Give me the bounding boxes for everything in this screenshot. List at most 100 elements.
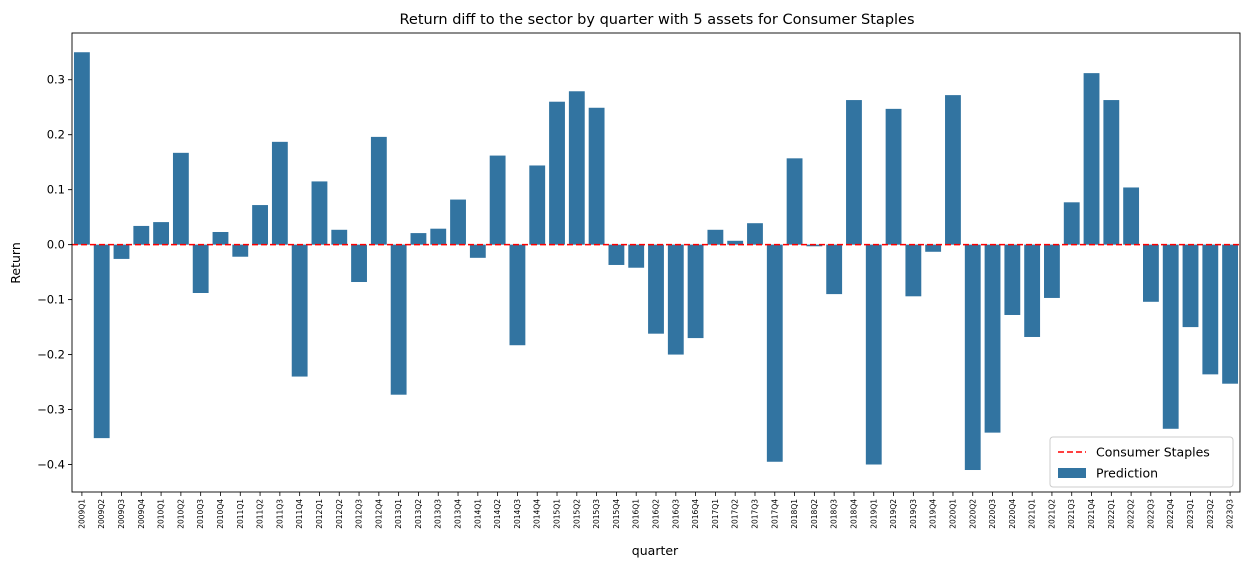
x-tick-label: 2014Q2 xyxy=(493,499,502,529)
x-tick-label: 2012Q4 xyxy=(374,499,383,529)
x-tick-label: 2019Q2 xyxy=(889,499,898,529)
bar-2013Q1 xyxy=(390,244,407,395)
x-tick-label: 2010Q1 xyxy=(157,499,166,529)
x-tick-label: 2023Q2 xyxy=(1206,499,1215,529)
bar-2022Q2 xyxy=(1123,187,1140,245)
bar-2018Q1 xyxy=(786,158,803,245)
x-tick-label: 2012Q1 xyxy=(315,499,324,529)
y-tick-label: 0.2 xyxy=(47,128,65,142)
bar-2019Q2 xyxy=(885,108,902,245)
x-tick-label: 2014Q1 xyxy=(473,499,482,529)
x-tick-label: 2009Q1 xyxy=(77,499,86,529)
x-tick-label: 2020Q2 xyxy=(968,499,977,529)
x-tick-label: 2018Q3 xyxy=(830,499,839,529)
x-tick-label: 2017Q4 xyxy=(770,499,779,529)
bar-2015Q2 xyxy=(568,91,585,245)
y-tick-label: −0.2 xyxy=(37,348,65,362)
bar-2023Q1 xyxy=(1182,244,1199,328)
bar-2012Q4 xyxy=(370,136,387,245)
x-tick-label: 2010Q3 xyxy=(196,499,205,529)
bar-2015Q3 xyxy=(588,107,605,245)
x-tick-label: 2015Q4 xyxy=(612,499,621,529)
x-tick-label: 2015Q1 xyxy=(553,499,562,529)
y-tick-label: −0.3 xyxy=(37,403,65,417)
bar-2009Q4 xyxy=(133,225,150,245)
bar-2020Q2 xyxy=(964,244,981,471)
x-tick-label: 2009Q2 xyxy=(97,499,106,529)
x-tick-label: 2011Q4 xyxy=(295,499,304,529)
bar-2011Q4 xyxy=(291,244,308,377)
bar-2021Q3 xyxy=(1063,202,1080,245)
bar-2009Q1 xyxy=(73,52,90,245)
bar-2014Q2 xyxy=(489,155,506,245)
x-tick-label: 2020Q1 xyxy=(948,499,957,529)
bar-2017Q1 xyxy=(707,229,724,245)
legend-label: Consumer Staples xyxy=(1096,445,1210,460)
x-tick-label: 2020Q3 xyxy=(988,499,997,529)
x-axis-label: quarter xyxy=(632,543,679,558)
legend: Consumer Staples Prediction xyxy=(1049,436,1234,488)
bar-2016Q2 xyxy=(648,244,664,334)
y-tick-label: −0.1 xyxy=(37,293,65,307)
legend-box xyxy=(1049,436,1234,488)
bar-2017Q2 xyxy=(727,240,744,245)
bar-2023Q3 xyxy=(1222,244,1239,384)
bar-2020Q3 xyxy=(984,244,1001,433)
x-tick-label: 2009Q3 xyxy=(117,499,126,529)
x-tick-label: 2022Q4 xyxy=(1166,499,1175,529)
x-tick-label: 2015Q3 xyxy=(592,499,601,529)
y-ticks-group: −0.4 −0.3 −0.2 −0.1 0.0 0.1 0.2 0.3 xyxy=(37,73,72,472)
bar-2016Q4 xyxy=(687,244,704,339)
bar-2020Q1 xyxy=(945,95,961,245)
x-tick-label: 2016Q4 xyxy=(691,499,700,529)
bar-2013Q3 xyxy=(430,228,447,245)
bar-2023Q2 xyxy=(1202,244,1219,375)
x-tick-label: 2018Q4 xyxy=(849,499,858,529)
bar-2021Q2 xyxy=(1044,244,1060,298)
bar-2014Q1 xyxy=(469,244,486,258)
bar-2012Q3 xyxy=(351,244,367,283)
x-tick-label: 2022Q2 xyxy=(1127,499,1136,529)
x-tick-label: 2016Q3 xyxy=(671,499,680,529)
bar-2022Q4 xyxy=(1162,244,1179,429)
bar-2013Q2 xyxy=(410,233,427,245)
bar-2011Q3 xyxy=(271,141,288,245)
bar-2017Q4 xyxy=(766,244,783,462)
bar-2015Q4 xyxy=(608,244,625,265)
bar-2010Q4 xyxy=(212,231,229,245)
x-tick-label: 2021Q3 xyxy=(1067,499,1076,529)
bar-2019Q4 xyxy=(925,244,942,252)
x-tick-label: 2012Q2 xyxy=(335,499,344,529)
legend-swatch-prediction xyxy=(1058,468,1086,478)
x-tick-label: 2014Q4 xyxy=(533,499,542,529)
y-tick-label: 0.0 xyxy=(47,238,65,252)
x-tick-label: 2009Q4 xyxy=(137,499,146,529)
x-tick-label: 2019Q3 xyxy=(909,499,918,529)
bar-2015Q1 xyxy=(549,101,565,245)
x-tick-label: 2012Q3 xyxy=(355,499,364,529)
x-tick-label: 2015Q2 xyxy=(572,499,581,529)
x-tick-label: 2022Q3 xyxy=(1146,499,1155,529)
x-tick-label: 2023Q1 xyxy=(1186,499,1195,529)
x-tick-label: 2022Q1 xyxy=(1107,499,1116,529)
y-tick-label: −0.4 xyxy=(37,458,65,472)
bar-2021Q4 xyxy=(1083,73,1100,245)
bar-2018Q3 xyxy=(826,244,843,295)
bar-2014Q3 xyxy=(509,244,526,346)
x-tick-label: 2018Q1 xyxy=(790,499,799,529)
bar-2017Q3 xyxy=(747,223,763,245)
x-tick-label: 2011Q2 xyxy=(256,499,265,529)
bar-2010Q1 xyxy=(153,222,170,245)
x-tick-label: 2019Q4 xyxy=(929,499,938,529)
x-tick-label: 2023Q3 xyxy=(1226,499,1235,529)
x-tick-label: 2013Q1 xyxy=(394,499,403,529)
x-tick-label: 2011Q1 xyxy=(236,499,245,529)
x-tick-label: 2021Q1 xyxy=(1028,499,1037,529)
bar-2022Q3 xyxy=(1143,244,1159,302)
y-tick-label: 0.1 xyxy=(47,183,65,197)
bar-2009Q3 xyxy=(113,244,130,259)
bar-2016Q1 xyxy=(628,244,645,268)
bar-2012Q2 xyxy=(331,229,348,245)
bar-2011Q1 xyxy=(232,244,249,257)
x-tick-label: 2013Q3 xyxy=(434,499,443,529)
